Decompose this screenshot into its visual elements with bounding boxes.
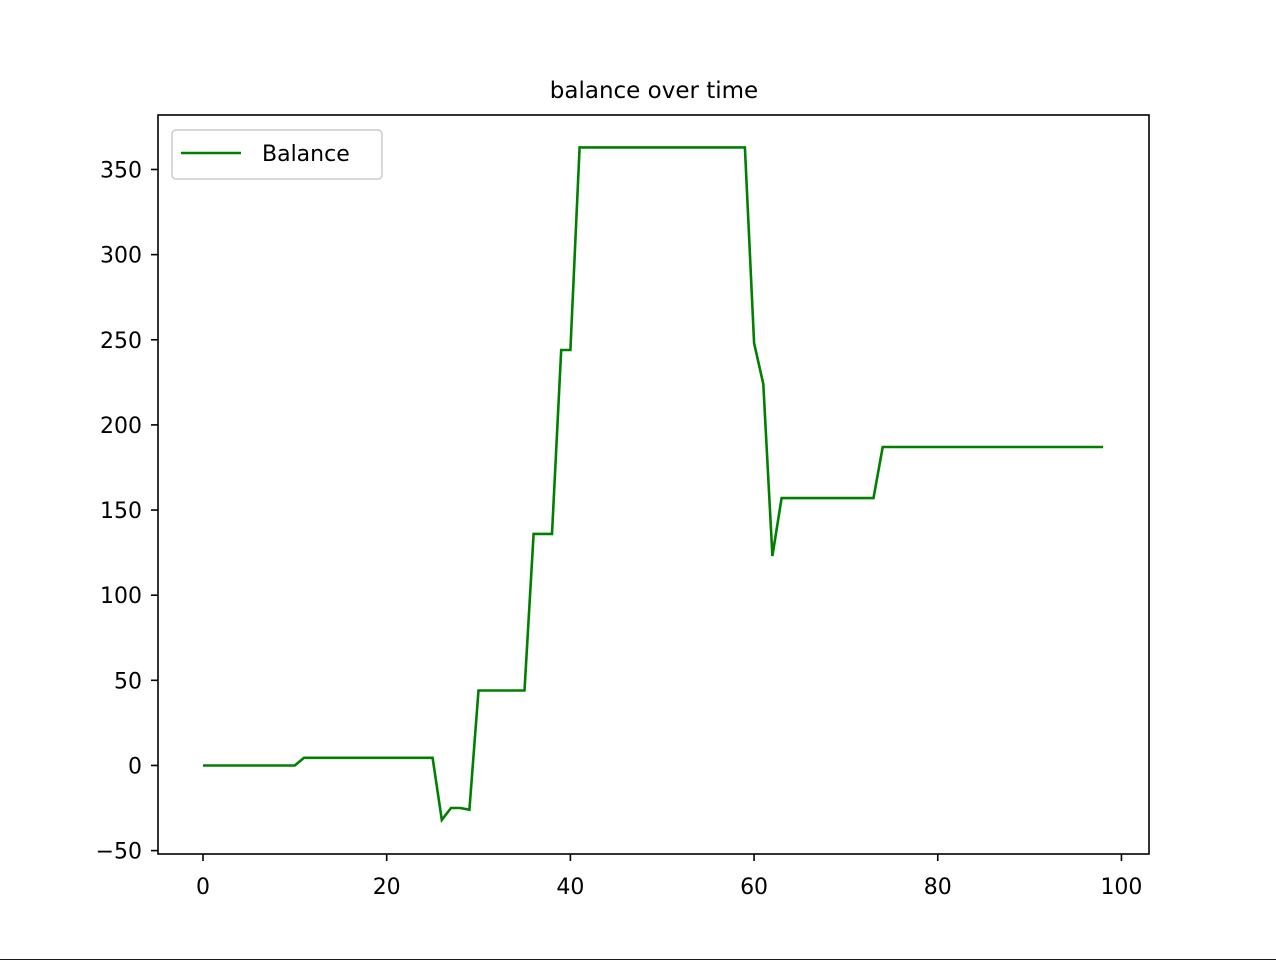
- window-bottom-edge: [0, 959, 1276, 960]
- legend-label-balance: Balance: [262, 142, 350, 167]
- x-tick-label: 40: [556, 875, 584, 900]
- series-line-balance: [203, 146, 1104, 824]
- chart-title: balance over time: [550, 78, 758, 104]
- y-tick-label: 100: [100, 584, 142, 609]
- y-tick-label: 0: [128, 754, 142, 779]
- y-tick-label: 350: [100, 158, 142, 183]
- y-tick-label: 150: [100, 499, 142, 524]
- ticks-layer: 0 20 40 60 80 100 −50 0 50 100 150 200 250 300 350: [96, 158, 1143, 900]
- x-tick-label: 100: [1100, 875, 1142, 900]
- y-tick-label: 50: [114, 669, 142, 694]
- x-tick-label: 60: [740, 875, 768, 900]
- y-tick-label: 300: [100, 244, 142, 269]
- x-tick-label: 80: [924, 875, 952, 900]
- y-tick-label: 250: [100, 329, 142, 354]
- x-tick-label: 20: [373, 875, 401, 900]
- plot-frame: [157, 114, 1150, 855]
- legend: Balance: [171, 129, 383, 180]
- legend-box: [171, 129, 383, 180]
- y-tick-label: 200: [100, 414, 142, 439]
- x-tick-label: 0: [196, 875, 210, 900]
- y-tick-label: −50: [96, 840, 142, 865]
